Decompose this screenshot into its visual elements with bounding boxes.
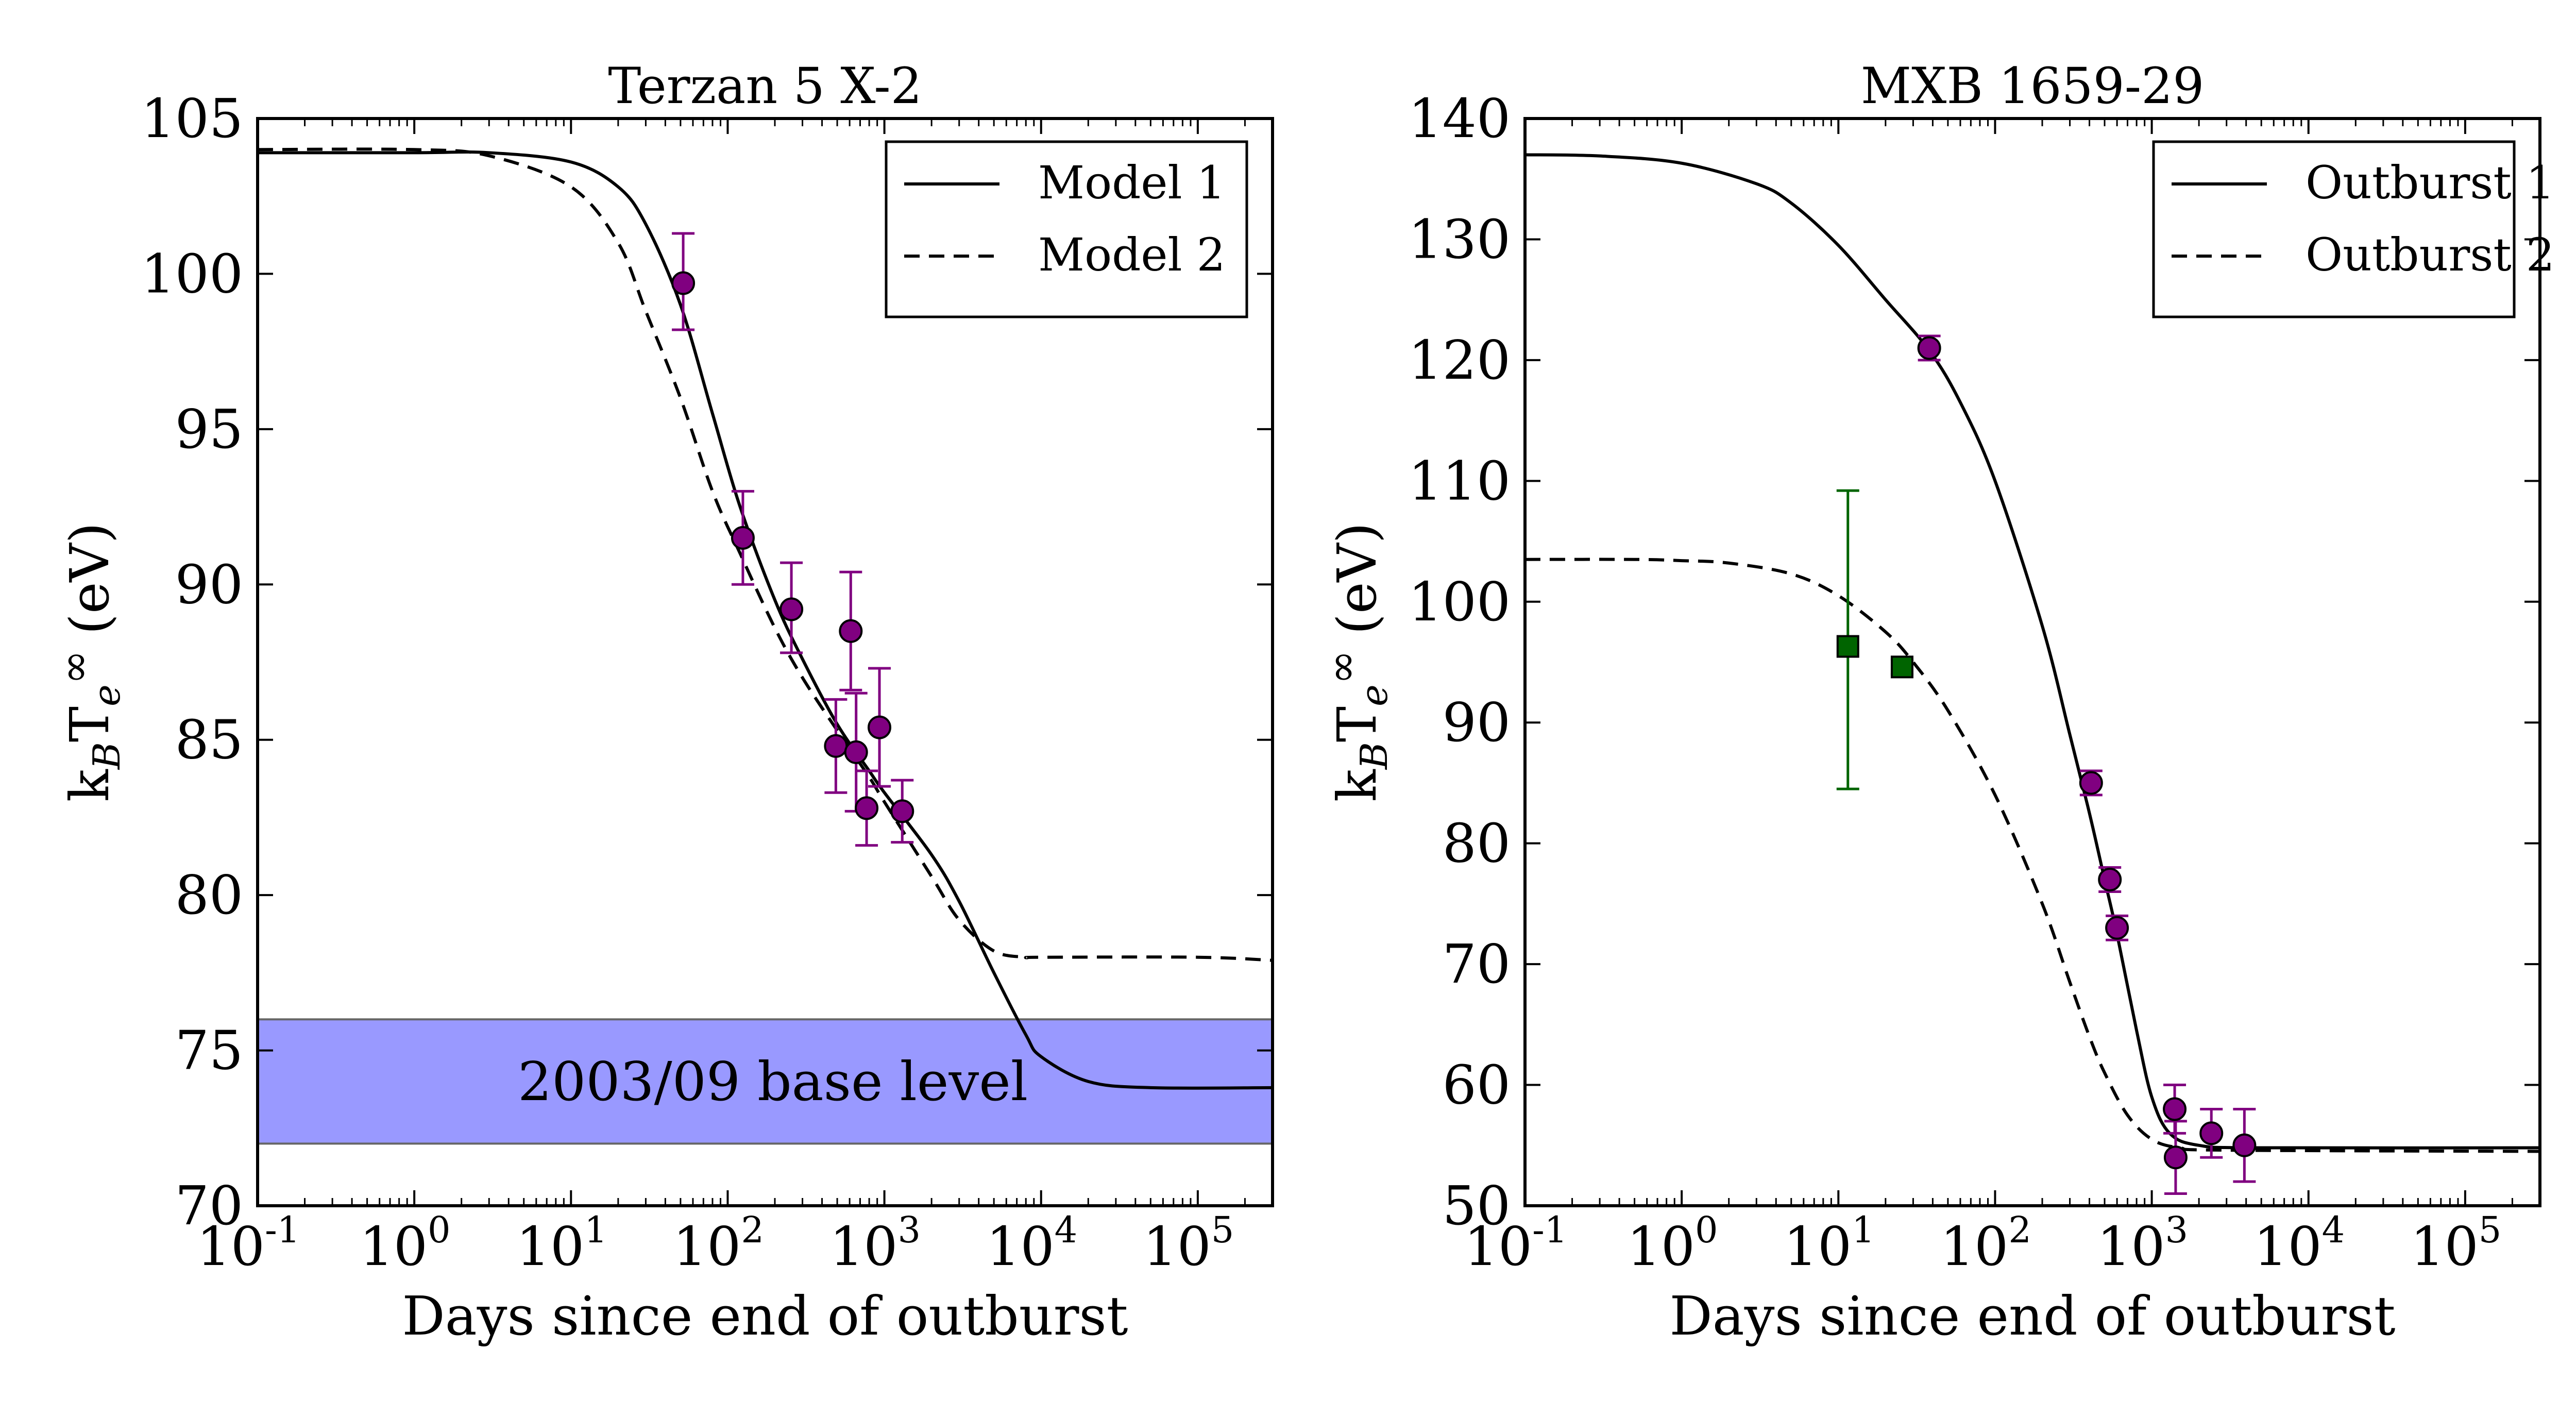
x-tick-label: 104 — [986, 1209, 1077, 1278]
y-tick-label: 100 — [1408, 570, 1511, 633]
data-point — [2232, 1133, 2257, 1157]
data-point — [2163, 1097, 2187, 1121]
y-tick-label: 80 — [175, 864, 243, 926]
x-tick-label: 105 — [1143, 1209, 1234, 1278]
data-point — [824, 734, 848, 758]
y-tick-label: 60 — [1443, 1054, 1511, 1117]
data-point — [779, 597, 804, 621]
y-tick-label: 70 — [175, 1174, 243, 1237]
x-tick-label: 103 — [829, 1209, 921, 1278]
y-tick-label: 75 — [175, 1019, 243, 1082]
chart-title: MXB 1659-29 — [1861, 57, 2205, 115]
x-axis-label: Days since end of outburst — [402, 1285, 1128, 1347]
x-tick-label: 101 — [1784, 1209, 1875, 1278]
chart-title: Terzan 5 X-2 — [608, 57, 922, 115]
x-tick-label: 102 — [1940, 1209, 2031, 1278]
y-tick-label: 130 — [1408, 208, 1511, 271]
data-point — [890, 799, 914, 823]
y-tick-label: 120 — [1408, 329, 1511, 392]
legend: Model 1 Model 2 — [885, 140, 1248, 318]
data-point — [2098, 868, 2122, 891]
series-line-outburst-2 — [1525, 558, 2540, 1153]
x-tick-label: 10-1 — [197, 1209, 300, 1278]
data-point — [839, 619, 863, 643]
data-point — [2163, 1145, 2188, 1170]
y-tick-label: 110 — [1408, 449, 1511, 512]
data-point — [2079, 771, 2103, 795]
x-tick-label: 100 — [1627, 1209, 1718, 1278]
data-point — [2105, 916, 2129, 940]
y-tick-label: 95 — [175, 398, 243, 461]
y-tick-label: 90 — [1443, 691, 1511, 754]
y-label-t: T — [1326, 706, 1388, 742]
y-tick-label: 70 — [1443, 933, 1511, 996]
y-label-unit: (eV) — [58, 522, 121, 635]
chart-terzan-5-x2: 2003/09 base level 10-1 100 101 102 103 104 10… — [50, 57, 1274, 1347]
y-tick-label: 105 — [141, 87, 243, 150]
legend-label-model-1: Model 1 — [1038, 156, 1226, 209]
x-tick-label: 100 — [360, 1209, 451, 1278]
data-point — [844, 740, 868, 764]
x-tick-label: 105 — [2410, 1209, 2501, 1278]
x-tick-label: 101 — [516, 1209, 607, 1278]
y-label-sub-b: B — [85, 742, 128, 770]
y-label-k: k — [58, 769, 121, 802]
y-tick-label: 50 — [1443, 1174, 1511, 1237]
plot-frame — [256, 117, 1274, 1207]
data-point — [868, 715, 892, 739]
data-point — [1836, 635, 1859, 658]
series-line-model-2 — [258, 147, 1273, 962]
y-label-sub-e: e — [1352, 684, 1396, 706]
x-tick-label: 103 — [2097, 1209, 2188, 1278]
y-axis-label: kBTe∞ (eV) — [50, 522, 128, 802]
y-tick-label: 90 — [175, 553, 243, 616]
y-tick-label: 100 — [141, 242, 243, 305]
y-label-sub-b: B — [1352, 742, 1396, 770]
data-point — [1917, 336, 1941, 360]
y-label-sup-inf: ∞ — [50, 650, 98, 685]
data-point — [671, 271, 696, 295]
legend-label-outburst-1: Outburst 1 — [2306, 156, 2555, 209]
x-tick-label: 102 — [673, 1209, 764, 1278]
y-tick-label: 80 — [1443, 812, 1511, 875]
data-point — [1890, 655, 1913, 679]
plot-frame — [1523, 117, 2541, 1207]
y-label-sup-inf: ∞ — [1318, 650, 1366, 685]
legend-box — [885, 140, 1248, 318]
y-label-t: T — [58, 706, 121, 742]
legend-box — [2152, 140, 2516, 318]
y-tick-label: 85 — [175, 709, 243, 771]
data-point — [2199, 1121, 2224, 1145]
y-tick-label: 140 — [1408, 87, 1511, 150]
base-level-band — [257, 1018, 1274, 1145]
legend-label-outburst-2: Outburst 2 — [2306, 228, 2555, 281]
data-point — [855, 796, 879, 820]
y-label-k: k — [1326, 769, 1388, 802]
x-tick-label: 104 — [2253, 1209, 2345, 1278]
legend-label-model-2: Model 2 — [1038, 228, 1226, 281]
y-axis-label: kBTe∞ (eV) — [1318, 522, 1396, 802]
x-axis-label: Days since end of outburst — [1669, 1285, 2395, 1347]
band-label: 2003/09 base level — [518, 1050, 1028, 1113]
y-label-unit: (eV) — [1326, 522, 1388, 635]
legend: Outburst 1 Outburst 2 — [2152, 140, 2555, 318]
y-label-sub-e: e — [85, 684, 128, 706]
series-line-outburst-1 — [1525, 153, 2540, 1150]
x-tick-label: 10-1 — [1464, 1209, 1568, 1278]
data-point — [731, 526, 755, 550]
chart-mxb-1659-29: 10-1 100 101 102 103 104 105 50 60 70 80 90 100 110 1… — [1318, 57, 2555, 1347]
